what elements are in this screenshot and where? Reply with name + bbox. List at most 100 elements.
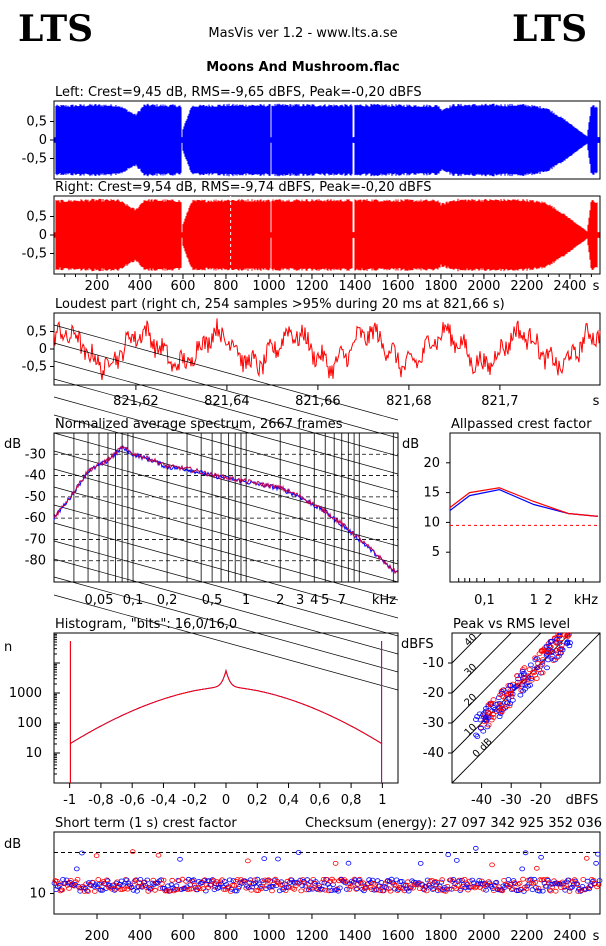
shortcrest-point [201, 878, 207, 883]
right-xtick-label: 1000 [252, 279, 285, 294]
shortcrest-point [434, 879, 440, 885]
histogram-xtick-label: 0 [222, 793, 230, 808]
histogram-xtick-label: -0,8 [88, 793, 113, 808]
peakrms-point [498, 709, 505, 715]
shortcrest-point [144, 877, 151, 883]
right-waveform [53, 198, 601, 272]
loudest-ytick-label: -0,5 [22, 360, 47, 375]
spectrum-slope-line [53, 396, 399, 493]
spectrum-ytick-label: -50 [25, 490, 46, 505]
checksum-text: Checksum (energy): 27 097 342 925 352 03… [305, 816, 602, 831]
spectrum-slope-line [53, 324, 399, 421]
spectrum-ytick-label: -40 [25, 469, 46, 484]
shortcrest-point [429, 887, 436, 892]
shortcrest-point [423, 888, 430, 894]
shortcrest-point [464, 882, 471, 887]
histogram-curve-right [69, 668, 383, 745]
spectrum-slope-line [53, 504, 399, 601]
shortcrest-point [258, 886, 265, 891]
peakrms-xtick-label: -20 [530, 793, 551, 808]
shortcrest-point [286, 884, 293, 890]
shortcrest-point [276, 888, 283, 894]
shortcrest-point [262, 877, 268, 883]
peakrms-point [485, 709, 492, 715]
shortcrest-point [418, 881, 425, 887]
shortcrest-point [152, 887, 158, 893]
peakrms-point [474, 714, 481, 719]
peakrms-frame [451, 632, 601, 784]
shortcrest-point [508, 881, 514, 887]
shortcrest-point [430, 886, 437, 892]
peakrms-point [488, 717, 495, 723]
peakrms-point [500, 694, 507, 700]
crest-ylabel: dB [402, 437, 419, 452]
spectrum-slope-line [53, 576, 399, 673]
peakrms-point [564, 633, 570, 639]
peakrms-point [493, 701, 500, 707]
shortcrest-xtick-label: 1400 [338, 929, 371, 944]
peakrms-point [474, 734, 481, 739]
loudest-ytick-label: 0 [39, 342, 47, 357]
shortcrest-point [289, 885, 296, 891]
peakrms-point [555, 650, 561, 656]
shortcrest-point [77, 888, 83, 894]
shortcrest-point [129, 849, 136, 855]
shortcrest-point [265, 877, 272, 883]
spectrum-slope-line [53, 558, 399, 655]
shortcrest-xtick-label: 1800 [424, 929, 457, 944]
crest-ytick-label: 20 [423, 456, 440, 471]
peakrms-xlabel: dBFS [566, 793, 599, 808]
peakrms-point [544, 665, 550, 671]
shortcrest-point [533, 865, 540, 871]
left-ytick-label: 0 [39, 133, 47, 148]
peakrms-point [527, 682, 533, 688]
shortcrest-point [366, 877, 372, 883]
peakrms-point [515, 682, 522, 688]
loudest-xtick-label: 821,7 [481, 394, 518, 409]
shortcrest-point [437, 887, 444, 893]
shortcrest-point [195, 885, 201, 890]
shortcrest-point [79, 850, 85, 856]
shortcrest-xtick-label: 200 [85, 929, 110, 944]
right-ytick-label: -0,5 [22, 247, 47, 262]
shortcrest-xtick-label: 800 [214, 929, 239, 944]
shortcrest-point [111, 887, 118, 893]
peakrms-point [506, 703, 513, 709]
shortcrest-point [450, 877, 457, 882]
left-title: Left: Crest=9,45 dB, RMS=-9,65 dBFS, Pea… [55, 85, 422, 100]
shortcrest-point [133, 877, 139, 883]
shortcrest-point [81, 889, 88, 894]
shortcrest-point [497, 887, 504, 893]
shortcrest-point [443, 886, 450, 892]
shortcrest-point [536, 888, 543, 894]
shortcrest-point [354, 886, 360, 892]
shortcrest-point [552, 888, 559, 894]
shortcrest-point [343, 879, 349, 884]
brand-logo-right: LTS [512, 8, 588, 50]
shortcrest-point [55, 884, 61, 890]
peakrms-point [507, 691, 514, 697]
shortcrest-point [439, 877, 446, 883]
loudest-xtick-label: 821,64 [204, 394, 250, 409]
peakrms-point [539, 670, 546, 676]
peakrms-point [515, 679, 521, 685]
shortcrest-point [512, 881, 519, 886]
shortcrest-point [380, 888, 387, 894]
peakrms-point [497, 701, 503, 706]
shortcrest-point [137, 877, 144, 882]
peakrms-diagonal-label: 30 [463, 662, 480, 679]
shortcrest-point [160, 877, 167, 883]
shortcrest-point [298, 888, 305, 894]
peakrms-point [531, 670, 538, 675]
shortcrest-point [282, 888, 289, 893]
right-xtick-label: 600 [171, 279, 196, 294]
peakrms-point [527, 662, 534, 668]
shortcrest-point [210, 878, 217, 883]
spectrum-xtick-label: 3 [296, 593, 304, 608]
histogram-curve-left [69, 668, 383, 745]
shortcrest-point [252, 877, 258, 883]
spectrum-slope-line [53, 594, 399, 691]
spectrum-xtick-label: 5 [321, 593, 329, 608]
spectrum-xtick-label: 1 [242, 593, 250, 608]
shortcrest-point [317, 887, 323, 893]
